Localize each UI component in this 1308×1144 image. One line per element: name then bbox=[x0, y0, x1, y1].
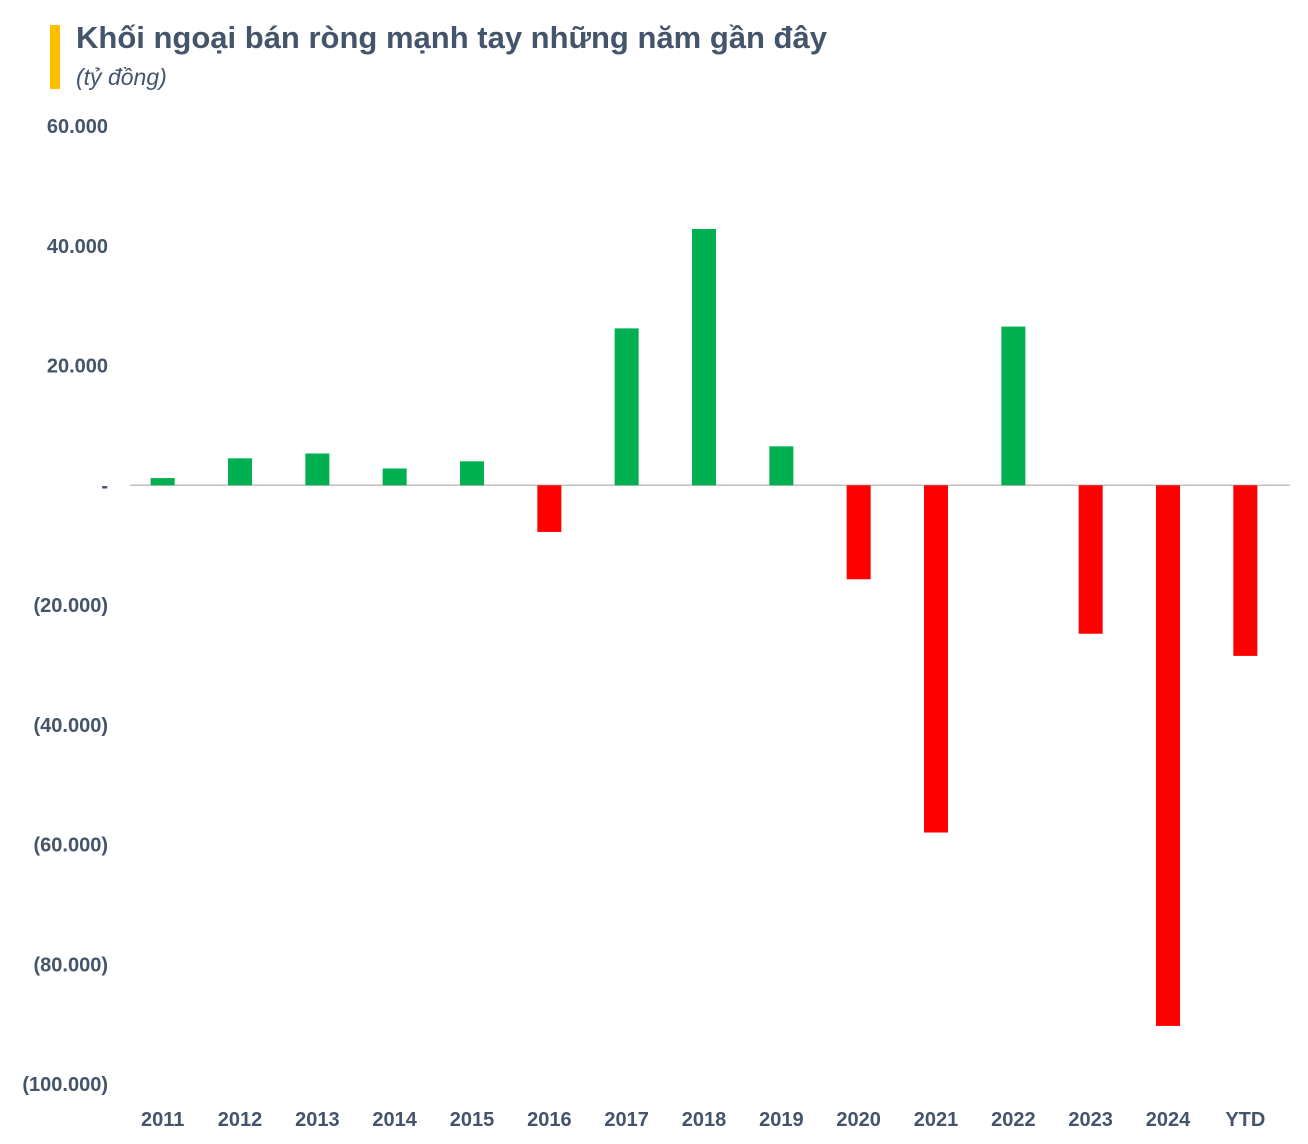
x-tick-label: 2012 bbox=[218, 1109, 263, 1131]
title-accent-bar bbox=[50, 25, 60, 89]
x-tick-label: 2020 bbox=[836, 1109, 881, 1131]
x-tick-label: 2014 bbox=[372, 1109, 417, 1131]
x-tick-label: 2024 bbox=[1146, 1109, 1191, 1131]
bar-2022 bbox=[1001, 326, 1026, 486]
bar-2024 bbox=[1156, 485, 1180, 1026]
x-tick-label: 2018 bbox=[682, 1109, 727, 1131]
x-tick-label: 2022 bbox=[991, 1109, 1036, 1131]
chart-title: Khối ngoại bán ròng mạnh tay những năm g… bbox=[76, 20, 827, 55]
y-tick-label: (40.000) bbox=[34, 715, 109, 737]
x-tick-label: 2011 bbox=[141, 1109, 184, 1131]
y-tick-label: (20.000) bbox=[34, 595, 109, 617]
bar-2019 bbox=[769, 446, 794, 486]
bar-2023 bbox=[1078, 485, 1103, 634]
x-tick-label: 2016 bbox=[527, 1109, 572, 1131]
bar-2011 bbox=[150, 478, 175, 486]
x-tick-label: 2015 bbox=[450, 1109, 495, 1131]
y-tick-label: 60.000 bbox=[47, 116, 108, 138]
bar-ytd bbox=[1233, 485, 1258, 656]
bar-2020 bbox=[846, 485, 871, 580]
bar-series bbox=[150, 228, 1258, 1026]
x-axis: 2011 2012 2013 2014 2015 2016 2017 2018 2019 2020… bbox=[141, 1109, 1265, 1131]
y-tick-label: 20.000 bbox=[47, 356, 108, 378]
bar-2013 bbox=[305, 453, 330, 486]
bar-2018 bbox=[692, 228, 716, 486]
x-tick-label: 2013 bbox=[295, 1109, 340, 1131]
bar-2014 bbox=[382, 468, 407, 486]
x-tick-label: 2019 bbox=[759, 1109, 804, 1131]
bar-2021 bbox=[924, 485, 948, 833]
bar-2012 bbox=[228, 458, 252, 486]
x-tick-label: 2023 bbox=[1068, 1109, 1113, 1131]
x-tick-label: YTD bbox=[1225, 1109, 1265, 1131]
y-tick-label: (60.000) bbox=[34, 835, 109, 857]
x-tick-label: 2017 bbox=[604, 1109, 649, 1131]
bar-2016 bbox=[537, 485, 562, 532]
y-axis: 60.000 40.000 20.000 - (20.000) (40.000) (60.0… bbox=[22, 116, 108, 1096]
y-tick-label: (100.000) bbox=[22, 1074, 108, 1096]
bar-2015 bbox=[460, 461, 484, 486]
chart-subtitle: (tỷ đồng) bbox=[76, 64, 167, 90]
y-tick-label: 40.000 bbox=[47, 236, 108, 258]
bar-2017 bbox=[614, 328, 639, 486]
y-tick-label: - bbox=[101, 475, 108, 497]
x-tick-label: 2021 bbox=[914, 1109, 959, 1131]
y-tick-label: (80.000) bbox=[34, 954, 109, 976]
